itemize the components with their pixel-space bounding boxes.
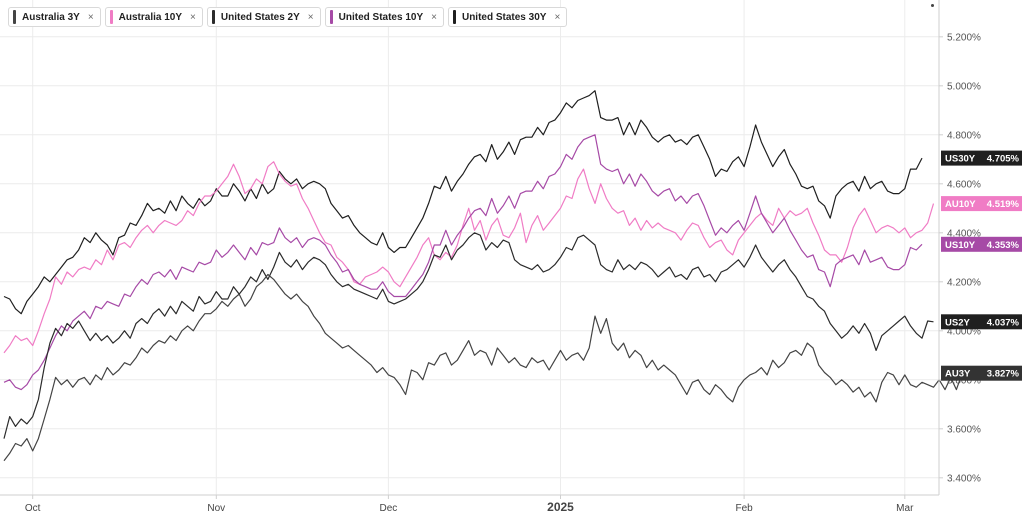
legend-chip-united-states-2y[interactable]: United States 2Y ×: [206, 7, 321, 27]
y-tick-label: 5.000%: [947, 81, 981, 92]
legend-chip-united-states-10y[interactable]: United States 10Y ×: [324, 7, 444, 27]
last-value-tag-name: AU3Y: [945, 369, 971, 380]
last-value-tag-name: US2Y: [945, 317, 970, 328]
y-tick-label: 4.400%: [947, 228, 981, 239]
close-icon[interactable]: ×: [431, 11, 437, 23]
legend-label: United States 10Y: [338, 11, 424, 23]
chart-menu-icon[interactable]: [931, 4, 934, 7]
x-tick-label: Mar: [896, 503, 914, 514]
series-line-us10y: [3, 134, 923, 391]
last-value-tag-us10y: [941, 236, 1022, 252]
y-tick-label: 3.600%: [947, 424, 981, 435]
last-value-tag-value: 3.827%: [987, 369, 1020, 380]
legend-swatch: [211, 10, 215, 24]
y-tick-label: 4.600%: [947, 179, 981, 190]
legend-label: Australia 3Y: [22, 11, 80, 23]
x-tick-label: 2025: [547, 500, 574, 514]
last-value-tag-name: US10Y: [945, 240, 976, 251]
legend: Australia 3Y × Australia 10Y × United St…: [8, 7, 568, 29]
x-tick-label: Oct: [25, 503, 41, 514]
legend-swatch: [329, 10, 333, 24]
last-value-tag-value: 4.705%: [987, 154, 1020, 165]
x-tick-label: Nov: [207, 503, 225, 514]
legend-label: United States 2Y: [220, 11, 300, 23]
last-value-tag-us30y: [941, 150, 1022, 166]
close-icon[interactable]: ×: [554, 11, 561, 23]
legend-label: Australia 10Y: [118, 11, 183, 23]
close-icon[interactable]: ×: [307, 11, 314, 23]
last-value-tag-value: 4.353%: [987, 240, 1020, 251]
last-value-tag-us2y: [941, 314, 1022, 330]
y-axis: 5.200% 5.000% 4.800% 4.600% 4.400% 4.200% 4.00…: [939, 32, 981, 484]
legend-chip-united-states-30y[interactable]: United States 30Y ×: [447, 7, 568, 27]
last-value-tag-name: US30Y: [945, 154, 976, 165]
x-tick-label: Feb: [735, 503, 753, 514]
legend-chip-australia-10y[interactable]: Australia 10Y ×: [104, 7, 203, 27]
legend-swatch: [13, 10, 16, 24]
series-line-us30y: [3, 90, 923, 315]
last-value-tag-value: 4.037%: [987, 317, 1020, 328]
legend-swatch: [452, 10, 456, 24]
series-line-au3y: [3, 273, 963, 462]
last-value-tags: US30Y 4.705%AU10Y 4.519%US10Y 4.353%US2Y 4.0…: [941, 150, 1022, 381]
y-tick-label: 3.800%: [947, 375, 981, 386]
series-line-au10y: [3, 161, 935, 354]
y-tick-label: 4.000%: [947, 326, 981, 337]
grid: [0, 0, 939, 495]
y-tick-label: 3.400%: [947, 473, 981, 484]
y-tick-label: 4.800%: [947, 130, 981, 141]
last-value-tag-au3y: [941, 365, 1022, 381]
x-tick-label: Dec: [380, 503, 398, 514]
y-tick-label: 5.200%: [947, 32, 981, 43]
close-icon[interactable]: ×: [87, 11, 94, 23]
series-lines: [3, 90, 963, 462]
series-line-us2y: [3, 232, 934, 439]
last-value-tag-au10y: [941, 196, 1022, 212]
last-value-tag-name: AU10Y: [945, 199, 976, 210]
close-icon[interactable]: ×: [190, 11, 196, 23]
legend-swatch: [109, 10, 113, 24]
y-tick-label: 4.200%: [947, 277, 981, 288]
x-axis: Oct Nov Dec 2025 Feb Mar: [25, 495, 914, 514]
last-value-tag-value: 4.519%: [987, 199, 1020, 210]
legend-label: United States 30Y: [461, 11, 547, 23]
legend-chip-australia-3y[interactable]: Australia 3Y ×: [8, 7, 101, 27]
